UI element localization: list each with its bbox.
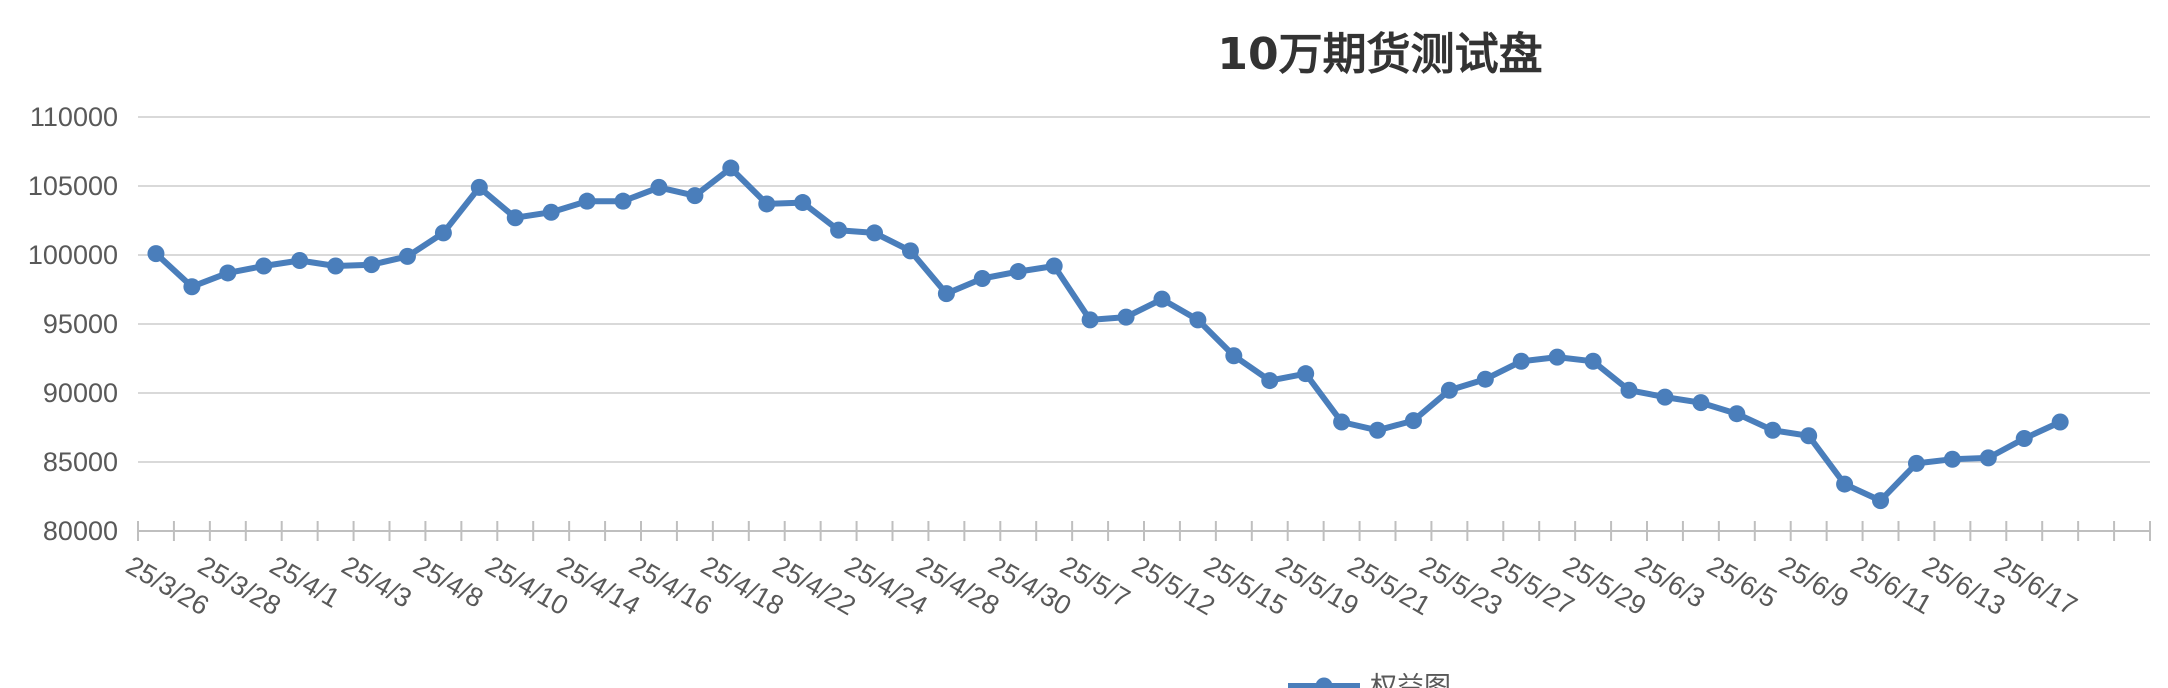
data-point: [1476, 370, 1494, 388]
x-tick-label: 25/5/15: [1199, 550, 1292, 621]
x-tick-label: 25/6/11: [1846, 550, 1937, 620]
x-tick-label: 25/5/29: [1558, 550, 1651, 621]
data-point: [578, 192, 596, 210]
y-tick-label: 110000: [30, 102, 118, 132]
x-tick-label: 25/4/16: [624, 550, 717, 621]
data-point: [2015, 430, 2033, 448]
x-tick-label: 25/6/5: [1702, 550, 1782, 614]
data-point: [1225, 347, 1243, 365]
data-point: [1261, 372, 1279, 390]
x-tick-label: 25/5/23: [1414, 550, 1507, 621]
data-point: [1333, 413, 1351, 431]
data-point: [1009, 263, 1027, 281]
data-point: [1620, 381, 1638, 399]
x-tick-label: 25/6/9: [1774, 550, 1854, 614]
legend-label: 权益图: [1370, 672, 1451, 688]
data-point: [794, 194, 812, 212]
series-line: [153, 165, 2064, 504]
data-point: [398, 247, 416, 265]
x-tick-label: 25/4/14: [552, 550, 645, 621]
data-point: [1872, 492, 1890, 510]
data-point: [255, 257, 273, 275]
data-point: [1979, 449, 1997, 467]
x-tick-label: 25/6/17: [1989, 550, 2082, 621]
data-point: [686, 187, 704, 205]
x-tick-label: 25/4/22: [768, 550, 861, 621]
data-point: [830, 221, 848, 239]
data-point: [1800, 427, 1818, 445]
data-point: [1548, 348, 1566, 366]
data-point: [1153, 290, 1171, 308]
data-point: [1045, 257, 1063, 275]
x-tick-label: 25/4/24: [840, 550, 933, 621]
x-tick-label: 25/5/12: [1127, 550, 1220, 621]
data-point: [866, 224, 884, 242]
legend-marker: [1315, 677, 1333, 688]
data-point: [1512, 352, 1530, 370]
data-point: [1764, 421, 1782, 439]
chart-title: 10万期货测试盘: [1217, 29, 1543, 80]
data-point: [758, 195, 776, 213]
x-tick-label: 25/4/18: [696, 550, 789, 621]
y-tick-label: 95000: [43, 309, 118, 339]
x-tick-label: 25/3/26: [121, 550, 214, 621]
data-point: [1656, 388, 1674, 406]
y-tick-label: 100000: [28, 240, 118, 270]
y-tick-label: 85000: [43, 447, 118, 477]
data-point: [901, 242, 919, 260]
x-tick-label: 25/5/21: [1343, 550, 1436, 621]
data-point: [542, 203, 560, 221]
data-point: [1189, 311, 1207, 329]
data-point: [1943, 450, 1961, 468]
x-tick-label: 25/3/28: [193, 550, 286, 621]
y-tick-label: 105000: [28, 171, 118, 201]
x-tick-label: 25/4/8: [408, 550, 488, 614]
data-point: [327, 257, 345, 275]
data-point: [434, 224, 452, 242]
x-tick-label: 25/5/19: [1271, 550, 1364, 621]
y-tick-label: 80000: [43, 516, 118, 546]
data-point: [506, 209, 524, 227]
data-point: [183, 278, 201, 296]
data-point: [973, 269, 991, 287]
data-point: [470, 178, 488, 196]
y-tick-label: 90000: [43, 378, 118, 408]
data-point: [2051, 413, 2069, 431]
data-point: [219, 264, 237, 282]
x-tick-label: 25/5/27: [1486, 550, 1579, 621]
x-tick-label: 25/4/3: [337, 550, 417, 614]
data-point: [1297, 365, 1315, 383]
data-point: [1440, 381, 1458, 399]
data-point: [363, 256, 381, 274]
data-point: [722, 159, 740, 177]
data-point: [1836, 475, 1854, 493]
data-point: [1907, 454, 1925, 472]
data-point: [1584, 352, 1602, 370]
x-tick-label: 25/4/28: [911, 550, 1004, 621]
data-point: [147, 245, 165, 263]
data-point: [1117, 308, 1135, 326]
data-point: [1404, 412, 1422, 430]
data-point: [1692, 394, 1710, 412]
data-point: [650, 178, 668, 196]
data-point: [1369, 421, 1387, 439]
data-point: [937, 285, 955, 303]
x-tick-label: 25/4/10: [480, 550, 573, 621]
data-point: [1081, 311, 1099, 329]
x-tick-label: 25/6/13: [1917, 550, 2010, 621]
x-tick-label: 25/4/30: [983, 550, 1076, 621]
data-point: [291, 252, 309, 270]
data-point: [614, 192, 632, 210]
data-point: [1728, 405, 1746, 423]
